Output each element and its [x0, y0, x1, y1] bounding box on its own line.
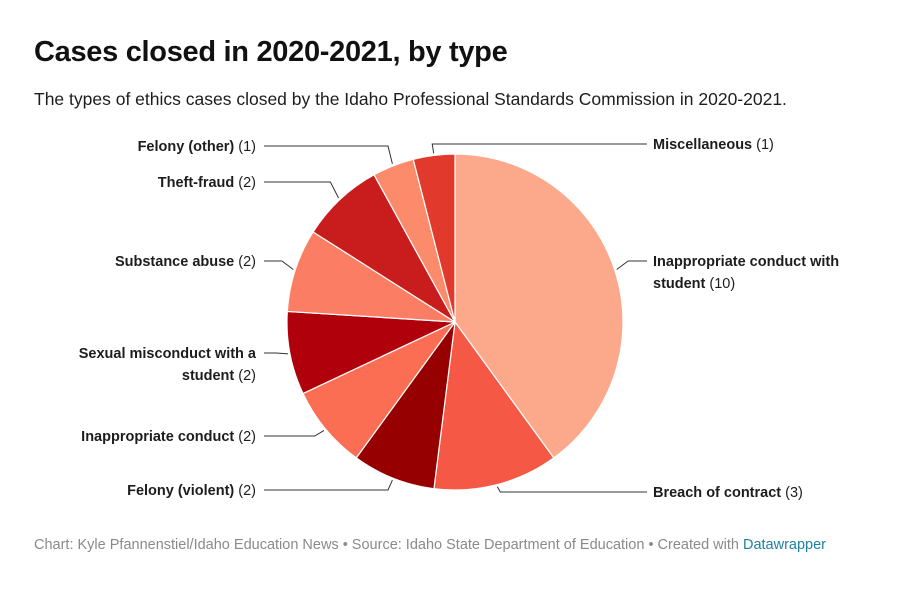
slice-labels: Inappropriate conduct with student (10) Br…	[79, 137, 839, 501]
pie-slice-breach-of-contract	[433, 320, 555, 491]
slice-label-substance-abuse: Substance abuse (2)	[115, 254, 256, 270]
footer-credit: Chart: Kyle Pfannenstiel/Idaho Education…	[34, 537, 743, 553]
chart-footer: Chart: Kyle Pfannenstiel/Idaho Education…	[34, 537, 826, 553]
slice-label-inappropriate-conduct-with-student: Inappropriate conduct with student (10)	[653, 254, 839, 292]
slice-label-breach-of-contract: Breach of contract (3)	[653, 485, 803, 501]
leader-line-inappropriate-conduct	[264, 429, 325, 437]
leader-line-felony-other	[264, 145, 393, 165]
slice-label-sexual-misconduct-with-a-student: Sexual misconduct with a student (2)	[79, 346, 257, 384]
slice-label-miscellaneous: Miscellaneous (1)	[653, 137, 774, 153]
datawrapper-link[interactable]: Datawrapper	[742, 537, 826, 553]
slice-label-felony-violent: Felony (violent) (2)	[127, 483, 256, 499]
pie-slice-miscellaneous	[412, 153, 456, 323]
slice-label-theft-fraud: Theft-fraud (2)	[158, 175, 256, 191]
slice-label-inappropriate-conduct: Inappropriate conduct (2)	[81, 429, 256, 445]
leader-line-miscellaneous	[431, 143, 647, 154]
pie-slices	[286, 153, 624, 491]
leader-line-theft-fraud	[264, 181, 340, 199]
leader-line-breach-of-contract	[496, 486, 647, 493]
page-subtitle: The types of ethics cases closed by the …	[34, 89, 787, 109]
pie-slice-inappropriate-conduct-with-student	[454, 153, 624, 459]
page-title: Cases closed in 2020-2021, by type	[34, 36, 508, 68]
leader-line-inappropriate-conduct-with-student	[616, 260, 647, 270]
leader-line-substance-abuse	[264, 260, 294, 270]
leader-line-sexual-misconduct-with-a-student	[264, 352, 289, 355]
leader-lines	[264, 143, 647, 493]
leader-line-felony-violent	[264, 479, 393, 491]
slice-label-felony-other: Felony (other) (1)	[138, 139, 256, 155]
